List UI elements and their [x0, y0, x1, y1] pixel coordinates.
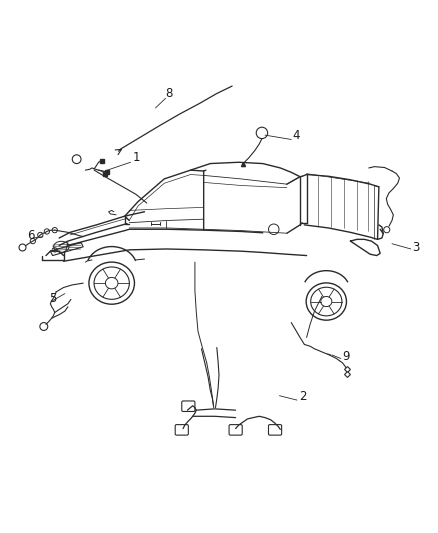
- Text: 6: 6: [27, 229, 35, 243]
- Text: 8: 8: [166, 86, 173, 100]
- Text: 2: 2: [299, 390, 306, 403]
- Text: 1: 1: [132, 151, 140, 164]
- Text: 3: 3: [413, 241, 420, 254]
- Text: 9: 9: [343, 350, 350, 363]
- Text: 5: 5: [49, 293, 57, 305]
- Text: 4: 4: [293, 128, 300, 142]
